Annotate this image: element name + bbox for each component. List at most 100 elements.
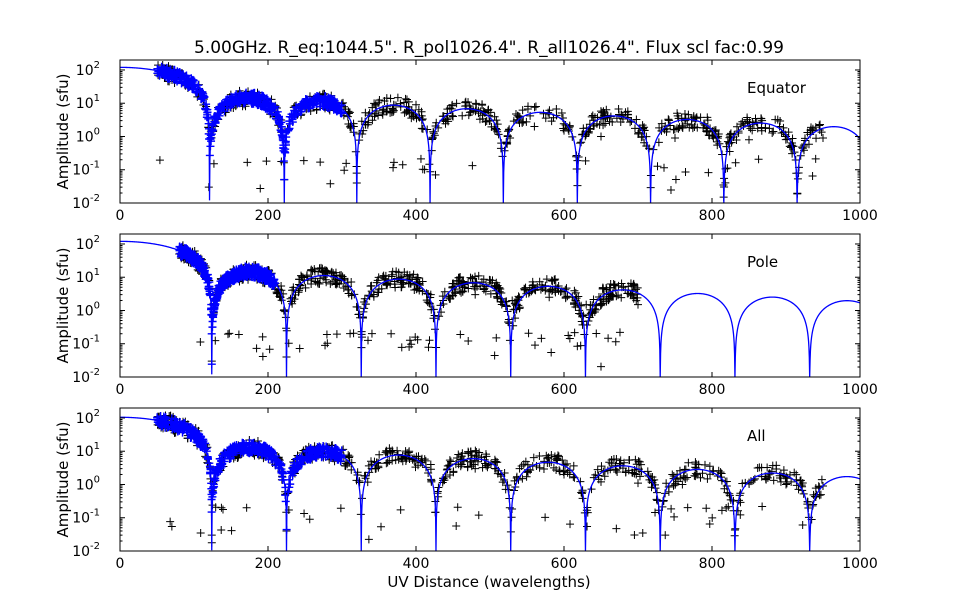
fitted-point [177,79,186,88]
data-points [153,411,827,547]
x-tick-label: 800 [699,556,726,572]
data-point [339,283,348,292]
y-tick-exp: 2 [94,408,100,419]
data-point [471,446,480,455]
data-point [490,112,499,121]
fitted-point [242,266,251,275]
data-point [583,522,592,531]
data-point [521,457,530,466]
data-point [776,477,785,486]
data-point [751,114,760,123]
data-point [326,179,335,188]
y-tick-exp: -1 [90,334,100,345]
data-point [776,117,785,126]
data-point [279,306,288,315]
data-point [166,517,175,526]
data-point [643,467,652,476]
data-point [310,265,319,274]
data-point [431,170,440,179]
data-point [599,283,608,292]
y-tick-exp: 0 [94,126,100,137]
data-point [347,278,356,287]
x-tick-label: 1000 [842,208,878,224]
data-point [456,272,465,281]
data-point [679,472,688,481]
data-point [548,277,557,286]
data-point [769,476,778,485]
x-tick-label: 600 [551,208,578,224]
data-point [524,102,533,111]
fitted-point [225,278,234,287]
data-point [648,472,657,481]
data-point [413,273,422,282]
data-point [397,343,406,352]
data-point [327,267,336,276]
data-point [492,333,501,342]
data-point [367,457,376,466]
data-point [471,456,480,465]
data-point [242,503,251,512]
data-point [539,464,548,473]
fitted-point [294,462,303,471]
data-point [671,175,680,184]
data-point [388,446,397,455]
y-tick-label: 101 [76,441,100,460]
data-point [426,460,435,469]
data-point [389,163,398,172]
x-tick-label: 200 [255,556,282,572]
data-point [367,329,376,338]
data-point [256,184,265,193]
data-point [456,462,465,471]
fitted-point [251,264,260,273]
data-point [393,93,402,102]
y-tick-label: 102 [76,234,100,253]
axes-frame [119,59,861,204]
data-point [379,271,388,280]
data-point [381,448,390,457]
data-point [606,280,615,289]
data-point [295,344,304,353]
data-point [819,134,827,143]
data-point [446,457,455,466]
data-point [377,522,386,531]
data-point [753,124,762,133]
data-point [382,447,391,456]
y-tick-exp: 2 [94,60,100,71]
data-point [541,513,550,522]
y-tick-exp: -1 [90,160,100,171]
data-point [531,102,540,111]
data-point [696,473,705,482]
data-point [440,287,449,296]
data-point [615,110,624,119]
data-point [787,477,796,486]
data-point [626,290,635,299]
data-point [486,108,495,117]
data-point [591,305,600,314]
fitted-point [294,109,303,118]
y-tick-base: 10 [72,544,90,560]
data-point [761,123,770,132]
data-point [375,96,384,105]
x-tick-label: 1000 [842,382,878,398]
data-point [375,450,384,459]
data-point [405,447,414,456]
data-point [570,328,579,337]
y-tick-base: 10 [72,196,90,212]
data-point [629,279,638,288]
data-point [413,335,422,344]
data-point [326,279,335,288]
x-tick-label: 600 [551,382,578,398]
data-point [478,100,487,109]
x-tick-label: 400 [403,208,430,224]
y-tick-exp: 1 [94,267,100,278]
data-point [817,128,826,137]
data-point [616,117,625,126]
model-curve [120,416,860,551]
data-point [568,293,577,302]
data-point [816,120,825,129]
data-point [671,480,680,489]
data-point [321,341,330,350]
data-point [666,185,675,194]
data-point [669,481,678,490]
data-point [514,292,523,301]
